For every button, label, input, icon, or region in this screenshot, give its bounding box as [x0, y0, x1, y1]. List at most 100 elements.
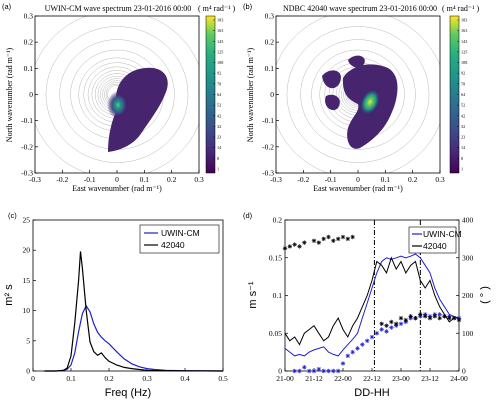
colorbar-tick-label: 14: [461, 145, 466, 150]
y-tick-label: 0.15: [269, 253, 282, 262]
y-tick-label: -0.1: [262, 116, 274, 125]
panel-b-spectrum-lobe-3: [348, 55, 365, 68]
direction-marker: [432, 314, 438, 319]
colorbar-tick-label: 163: [217, 28, 223, 33]
direction-marker: [398, 315, 404, 321]
direction-marker: [350, 349, 355, 355]
panel-d-ylabel-right: ( ° ): [479, 286, 491, 304]
direction-marker: [297, 244, 302, 249]
direction-marker: [340, 234, 346, 240]
y-tick-label: 5: [26, 336, 30, 345]
colorbar-tick-label: 125: [461, 49, 467, 54]
direction-marker: [340, 361, 346, 366]
direction-marker: [326, 368, 331, 374]
panel-b-xlabel: East wavenumber (rad m⁻¹): [313, 184, 403, 193]
direction-marker: [350, 234, 355, 240]
y-tick-label: 0.1: [265, 64, 275, 73]
colorbar-tick-label: 108: [217, 60, 223, 65]
colorbar-tick-label: 143: [461, 39, 467, 44]
direction-marker: [321, 368, 326, 374]
y-tick-label: 25: [23, 216, 31, 225]
y-right-tick-label: 100: [462, 329, 474, 338]
direction-marker: [297, 368, 302, 374]
direction-marker: [384, 329, 389, 334]
wavenumber-ring: [45, 26, 189, 163]
y-tick-label: 0.2: [24, 38, 34, 47]
panel-d-letter: (d): [243, 211, 253, 220]
series-line-42040: [44, 251, 224, 372]
direction-marker: [422, 314, 428, 319]
x-tick-label: 0.3: [435, 175, 445, 184]
colorbar-tick-label: 92: [461, 71, 465, 76]
direction-marker: [447, 315, 452, 321]
y-tick-label: 0: [278, 367, 282, 376]
direction-marker: [326, 234, 331, 240]
x-tick-label: 0.2: [104, 374, 114, 383]
colorbar-tick-label: 92: [217, 71, 221, 76]
x-tick-label: 0.1: [66, 374, 76, 383]
x-tick-label: 22-00: [334, 374, 352, 383]
colorbar-tick-label: 163: [461, 28, 467, 33]
y-tick-label: -0.3: [21, 169, 33, 178]
y-tick-label: 0.3: [265, 12, 275, 21]
direction-marker: [379, 327, 384, 332]
panel-d-legend-box: [408, 226, 457, 254]
x-tick-label: -0.2: [56, 175, 68, 184]
panel-c-legend-label-uwin: UWIN-CM: [161, 228, 200, 238]
y-right-tick-label: 300: [462, 253, 474, 262]
y-right-tick-label: 0: [462, 367, 466, 376]
x-tick-label: -0.3: [29, 175, 41, 184]
panel-b-spectrum-lobe-1: [322, 70, 341, 89]
y-tick-label: 0: [270, 90, 274, 99]
direction-marker: [393, 321, 399, 327]
panel-a-title: UWIN-CM wave spectrum 23-01-2016 00:00: [45, 4, 192, 13]
panel-a-ylabel: North wavenumber (rad m⁻¹): [5, 47, 14, 142]
y-tick-label: 15: [23, 276, 31, 285]
y-tick-label: 0: [29, 90, 33, 99]
y-tick-label: 0.05: [269, 329, 282, 338]
direction-marker: [331, 368, 336, 374]
panel-b-title: NDBC 42040 wave spectrum 23-01-2016 00:0…: [283, 4, 437, 13]
y-tick-label: 20: [23, 246, 31, 255]
panel-b-colorbar-ticks: 183 163 143 125 108 92 78 64 52 42 32 23 14 8 1: [457, 18, 467, 172]
direction-marker: [345, 236, 351, 242]
panel-a-spectrum-peak: [107, 91, 129, 119]
colorbar-tick-label: 125: [217, 49, 223, 54]
panel-d-xlabel: DD-HH: [354, 387, 389, 399]
direction-marker: [389, 325, 394, 330]
direction-marker: [384, 323, 389, 328]
x-tick-label: 0.1: [381, 175, 391, 184]
colorbar-tick-label: 183: [217, 18, 223, 23]
x-tick-label: 0: [115, 175, 119, 184]
y-tick-label: 10: [23, 306, 31, 315]
colorbar-tick-label: 8: [461, 156, 463, 161]
colorbar-tick-label: 23: [217, 135, 221, 140]
panel-b-spectrum-lobe-2: [325, 94, 340, 111]
x-tick-label: 0.3: [142, 374, 152, 383]
panel-a-ticks: -0.3 -0.2 -0.1 0 0.1 0.2 0.3 0.3 0.2 0.1 0 -0.1 -0.2…: [21, 12, 204, 185]
y-tick-label: 0.2: [265, 38, 275, 47]
direction-marker: [437, 312, 442, 317]
direction-marker: [418, 312, 423, 317]
panel-d-legend-label-uwin: UWIN-CM: [423, 229, 462, 239]
colorbar-tick-label: 23: [461, 135, 465, 140]
x-tick-label: -0.1: [84, 175, 96, 184]
colorbar-tick-label: 108: [461, 60, 467, 65]
y-tick-label: 0.3: [24, 12, 34, 21]
x-tick-label: 0: [31, 374, 35, 383]
direction-marker: [306, 368, 312, 374]
direction-marker: [311, 238, 317, 243]
y-tick-label: 0.1: [24, 64, 34, 73]
direction-marker: [302, 240, 307, 245]
direction-marker: [364, 338, 370, 343]
panel-a: (a) UWIN-CM wave spectrum 23-01-2016 00:…: [2, 2, 236, 193]
panel-b-plot-area: [276, 16, 440, 173]
y-right-tick-label: 200: [462, 291, 474, 300]
direction-marker: [316, 366, 322, 372]
y-tick-label: -0.3: [262, 169, 274, 178]
colorbar-tick-label: 42: [461, 113, 465, 118]
wavenumber-ring: [286, 26, 430, 163]
panel-c-legend: UWIN-CM 42040: [139, 224, 220, 254]
panel-b-letter: (b): [243, 2, 253, 11]
